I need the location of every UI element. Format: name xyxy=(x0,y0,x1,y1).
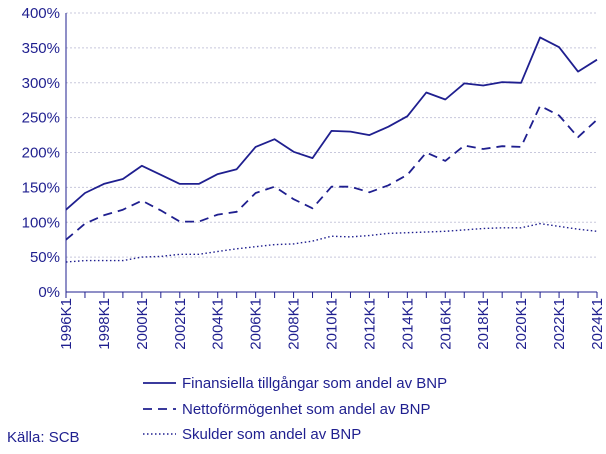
series-line-1 xyxy=(65,36,598,211)
x-tick-label: 2002K1 xyxy=(172,298,189,350)
x-axis xyxy=(65,13,598,298)
x-tick-label: 2022K1 xyxy=(551,298,568,350)
series-lines xyxy=(65,36,598,263)
y-tick-label: 200% xyxy=(22,145,60,162)
x-tick-label: 1996K1 xyxy=(58,298,75,350)
x-tick-label: 1998K1 xyxy=(96,298,113,350)
x-axis-tick-labels: 1996K1 1998K1 2000K1 2002K1 2004K1 2006K1 2008… xyxy=(58,298,606,350)
y-tick-label: 100% xyxy=(22,214,60,231)
series-line-3 xyxy=(65,222,598,263)
x-tick-label: 2020K1 xyxy=(513,298,530,350)
legend-label: Finansiella tillgångar som andel av BNP xyxy=(182,375,447,392)
grid-lines xyxy=(66,12,597,258)
x-tick-label: 2000K1 xyxy=(134,298,151,350)
x-tick-label: 2018K1 xyxy=(475,298,492,350)
legend: Finansiella tillgångar som andel av BNP N… xyxy=(143,375,447,443)
y-tick-label: 300% xyxy=(22,75,60,92)
legend-label: Skulder som andel av BNP xyxy=(182,426,361,443)
y-tick-label: 350% xyxy=(22,40,60,57)
y-axis-tick-labels: 0% 50% 100% 150% 200% 250% 300% 350% 400% xyxy=(22,5,60,301)
y-tick-label: 400% xyxy=(22,5,60,22)
source-note: Källa: SCB xyxy=(7,429,80,446)
x-tick-label: 2024K1 xyxy=(589,298,606,350)
x-tick-label: 2008K1 xyxy=(286,298,303,350)
x-tick-label: 2014K1 xyxy=(399,298,416,350)
y-tick-label: 150% xyxy=(22,179,60,196)
x-tick-label: 2004K1 xyxy=(210,298,227,350)
legend-label: Nettoförmögenhet som andel av BNP xyxy=(182,401,430,418)
x-tick-label: 2010K1 xyxy=(324,298,341,350)
series-line-2 xyxy=(65,104,598,241)
x-tick-label: 2006K1 xyxy=(248,298,265,350)
x-tick-label: 2016K1 xyxy=(437,298,454,350)
y-tick-label: 50% xyxy=(30,249,60,266)
x-tick-label: 2012K1 xyxy=(361,298,378,350)
y-tick-label: 0% xyxy=(38,284,60,301)
y-tick-label: 250% xyxy=(22,110,60,127)
